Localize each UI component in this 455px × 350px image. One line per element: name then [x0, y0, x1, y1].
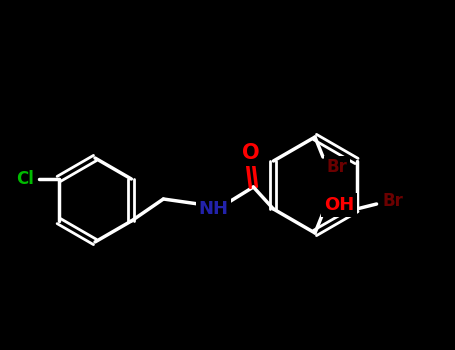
Text: Br: Br — [382, 192, 403, 210]
Text: OH: OH — [324, 196, 354, 214]
Text: Cl: Cl — [15, 170, 34, 188]
Text: O: O — [242, 143, 259, 163]
Text: Br: Br — [327, 158, 348, 176]
Text: NH: NH — [198, 200, 228, 218]
